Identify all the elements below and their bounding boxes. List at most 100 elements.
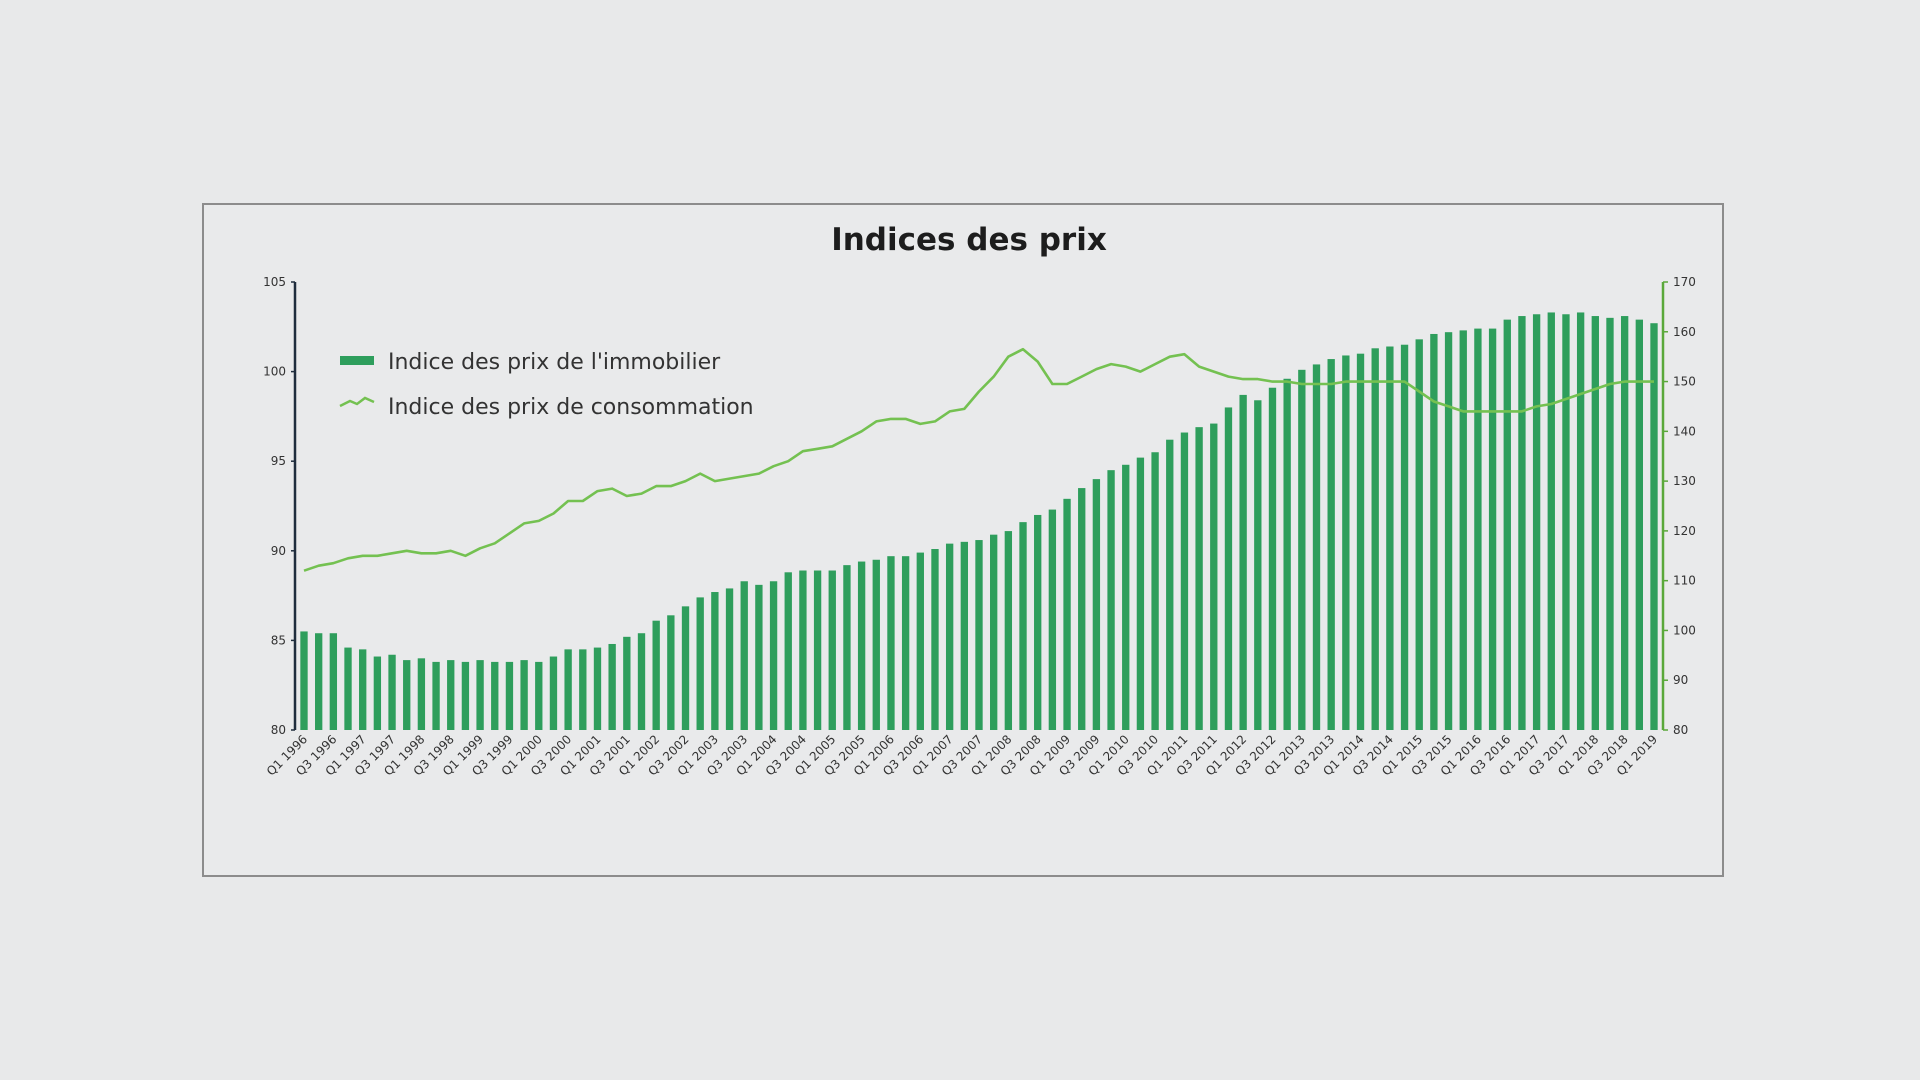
bar <box>1063 498 1071 730</box>
bar <box>329 633 338 730</box>
bar <box>608 643 616 730</box>
bar <box>1400 344 1409 730</box>
bar <box>1620 316 1629 730</box>
bar <box>1562 314 1570 730</box>
bar <box>1195 427 1203 730</box>
bar <box>1444 332 1453 730</box>
bar <box>1415 339 1423 730</box>
bar <box>1371 348 1379 730</box>
bar <box>1386 346 1394 730</box>
bar <box>1312 364 1321 730</box>
right-tick-label: 160 <box>1673 325 1696 339</box>
bar <box>901 556 910 730</box>
left-tick-label: 100 <box>263 365 286 379</box>
bar <box>1239 394 1247 730</box>
bar <box>315 633 323 730</box>
bar <box>711 592 719 730</box>
left-tick-label: 105 <box>263 275 286 289</box>
bar <box>667 615 675 730</box>
legend-label-bar: Indice des prix de l'immobilier <box>388 350 721 375</box>
bar <box>769 581 778 730</box>
right-tick-label: 130 <box>1673 474 1696 488</box>
bar <box>1180 432 1189 730</box>
bars-layer <box>300 312 1658 730</box>
bar <box>535 661 543 730</box>
bar <box>799 570 807 730</box>
bar <box>1356 353 1365 730</box>
line-layer <box>303 347 1654 572</box>
series-line-consommation <box>303 347 1654 572</box>
bar <box>1210 423 1218 730</box>
bar <box>1048 509 1057 730</box>
bar <box>813 570 822 730</box>
legend: Indice des prix de l'immobilier Indice d… <box>339 350 754 420</box>
right-tick-label: 110 <box>1673 574 1696 588</box>
left-tick-label: 95 <box>271 454 286 468</box>
bar <box>1268 387 1277 730</box>
bar <box>990 534 998 730</box>
legend-swatch-line <box>339 396 375 408</box>
right-tick-label: 120 <box>1673 524 1696 538</box>
bar <box>1122 464 1130 730</box>
bar <box>564 649 572 730</box>
bar <box>1224 407 1233 730</box>
chart-svg: Indices des prix 80 85 90 95 100 105 80 90 100 1… <box>263 222 1696 778</box>
bar <box>1092 479 1101 730</box>
bar <box>857 561 866 730</box>
bar <box>1136 457 1145 730</box>
bar <box>300 631 308 730</box>
bar <box>843 565 851 730</box>
bar <box>1078 488 1086 730</box>
bar <box>373 656 382 730</box>
bar <box>1327 359 1335 730</box>
bar <box>1107 470 1115 730</box>
bar <box>1151 452 1159 730</box>
bar <box>1503 319 1511 730</box>
bar <box>447 660 455 730</box>
chart-frame: Indices des prix 80 85 90 95 100 105 80 90 100 1… <box>202 203 1724 877</box>
bar <box>1488 328 1497 730</box>
bar <box>1166 439 1174 730</box>
bar <box>623 636 631 730</box>
bar <box>637 633 646 730</box>
bar <box>1034 514 1042 730</box>
bar <box>755 584 763 730</box>
bar <box>1532 314 1541 730</box>
left-tick-label: 80 <box>271 723 286 737</box>
bar <box>931 549 939 730</box>
legend-swatch-bar <box>340 356 374 365</box>
bar <box>1576 312 1585 730</box>
bar <box>520 660 528 730</box>
bar <box>784 572 792 730</box>
bar <box>975 540 983 730</box>
bar <box>417 658 426 730</box>
bar <box>1635 319 1643 730</box>
left-tick-label: 85 <box>271 633 286 647</box>
bar <box>1459 330 1467 730</box>
bar <box>432 661 440 730</box>
bar <box>1474 328 1482 730</box>
bar <box>652 620 660 730</box>
bar <box>1591 316 1599 730</box>
bar <box>945 543 954 730</box>
right-tick-label: 90 <box>1673 673 1688 687</box>
bar <box>579 649 587 730</box>
bar <box>491 661 499 730</box>
bar <box>1298 369 1306 730</box>
bar <box>1254 400 1262 730</box>
right-tick-label: 170 <box>1673 275 1696 289</box>
bar <box>1283 378 1291 730</box>
bar <box>1342 355 1350 730</box>
bar <box>828 570 836 730</box>
bar <box>505 661 514 730</box>
legend-label-line: Indice des prix de consommation <box>388 395 754 420</box>
bar <box>681 606 690 730</box>
right-axis-ticks: 80 90 100 110 120 130 140 150 160 170 <box>1663 275 1696 737</box>
bar <box>1004 531 1013 730</box>
bar <box>359 649 367 730</box>
bar <box>1547 312 1555 730</box>
bar <box>696 597 704 730</box>
bar <box>403 660 411 730</box>
bar <box>1650 323 1658 730</box>
